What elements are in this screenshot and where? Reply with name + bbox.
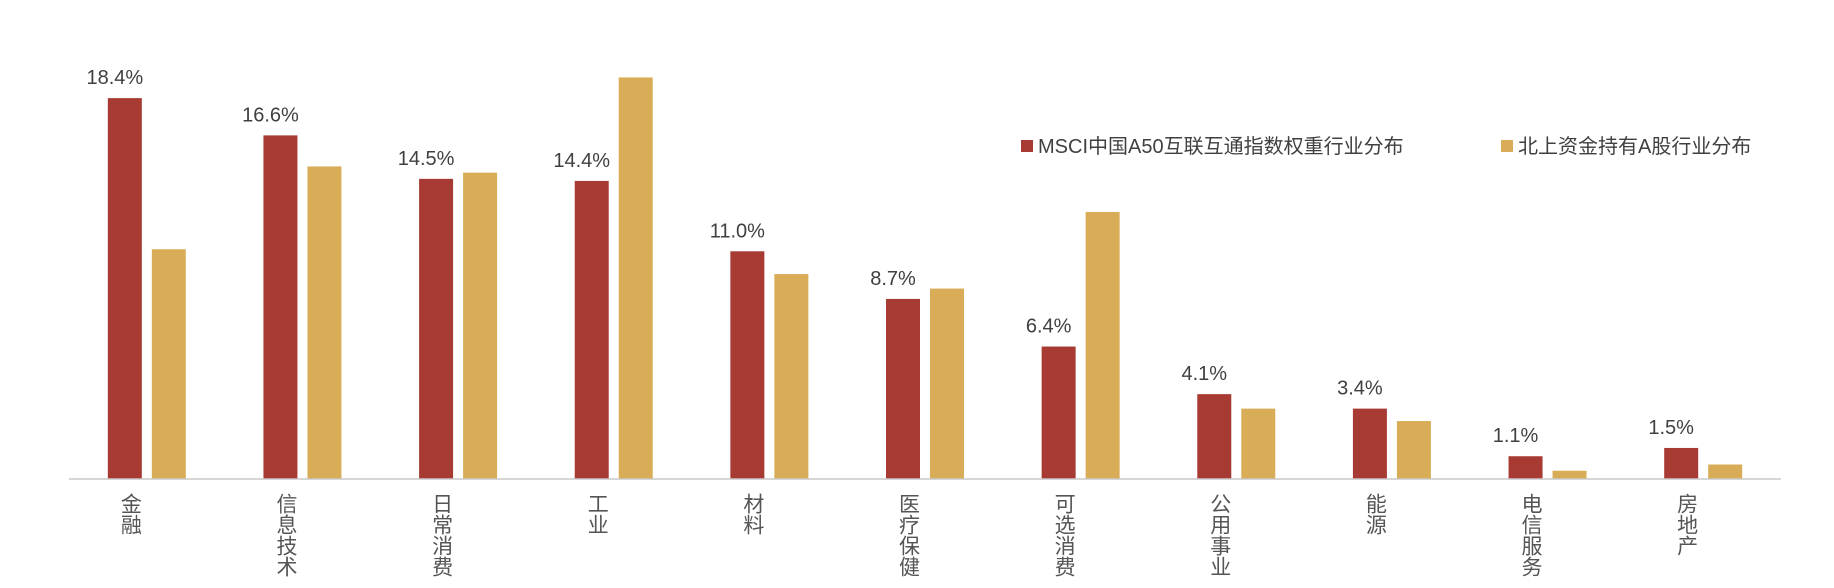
- x-tick-label: 金融: [118, 493, 142, 535]
- bar: [1241, 408, 1276, 479]
- x-tick-label: 公用事业: [1208, 493, 1232, 577]
- x-tick-label: 信息技术: [274, 493, 298, 577]
- bar: [151, 249, 186, 479]
- bar: [463, 172, 498, 479]
- x-tick-label: 能源: [1363, 493, 1387, 535]
- legend-swatch: [1021, 140, 1033, 152]
- value-label: 8.7%: [870, 268, 916, 290]
- bar: [730, 251, 765, 479]
- x-tick-label: 工业: [585, 493, 608, 535]
- x-tick-label: 日常消费: [430, 493, 454, 577]
- bar: [930, 288, 964, 479]
- bar: [263, 135, 298, 479]
- x-tick-label: 医疗保健: [897, 493, 921, 577]
- value-label: 1.5%: [1648, 417, 1694, 439]
- x-tick-label: 可选消费: [1052, 493, 1076, 577]
- value-label: 14.4%: [553, 150, 610, 172]
- value-label: 14.5%: [398, 148, 455, 170]
- bar: [1508, 456, 1543, 479]
- bar: [1708, 464, 1743, 479]
- value-label: 18.4%: [86, 67, 143, 89]
- bar: [574, 180, 609, 480]
- value-label: 16.6%: [242, 104, 299, 126]
- bar: [419, 178, 454, 479]
- legend-label: MSCI中国A50互联互通指数权重行业分布: [1038, 135, 1404, 158]
- bar: [618, 77, 653, 480]
- bar: [1041, 346, 1076, 479]
- bar: [1396, 421, 1431, 479]
- value-label: 3.4%: [1337, 378, 1383, 400]
- value-label: 1.1%: [1493, 425, 1539, 447]
- legend-label: 北上资金持有A股行业分布: [1518, 135, 1751, 158]
- value-label: 4.1%: [1181, 363, 1227, 385]
- bar: [307, 166, 342, 479]
- value-label: 11.0%: [710, 220, 765, 242]
- x-tick-label: 电信服务: [1519, 493, 1543, 577]
- x-tick-label: 材料: [741, 493, 765, 535]
- bar: [1552, 470, 1587, 479]
- legend-swatch: [1501, 140, 1513, 152]
- x-tick-label: 房地产: [1675, 493, 1699, 556]
- bar: [774, 274, 809, 479]
- bar: [107, 98, 142, 480]
- bar: [1197, 394, 1232, 479]
- bar: [1664, 447, 1699, 479]
- bar: [1085, 211, 1120, 479]
- value-label: 6.4%: [1026, 316, 1072, 338]
- bar: [886, 298, 920, 479]
- bar: [1352, 408, 1387, 479]
